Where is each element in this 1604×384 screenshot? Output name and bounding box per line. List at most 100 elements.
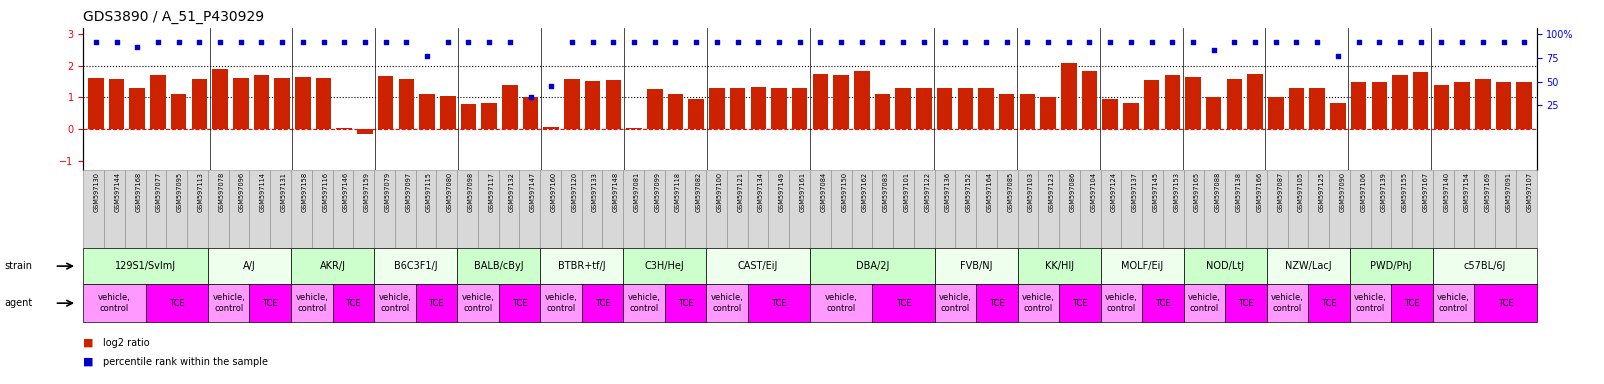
Bar: [1165, 75, 1181, 129]
Text: GSM597131: GSM597131: [281, 172, 287, 212]
Point: [911, 38, 937, 45]
Bar: [874, 94, 890, 129]
Bar: [626, 128, 642, 129]
Bar: [460, 104, 476, 129]
Text: GSM597166: GSM597166: [1256, 172, 1262, 212]
Bar: [1351, 82, 1367, 129]
Text: GSM597153: GSM597153: [1173, 172, 1179, 212]
Point: [1304, 38, 1330, 45]
Text: GSM597132: GSM597132: [508, 172, 515, 212]
Text: vehicle,
control: vehicle, control: [711, 293, 743, 313]
Text: GSM597090: GSM597090: [1339, 172, 1346, 212]
Text: GSM597077: GSM597077: [156, 172, 162, 212]
Point: [600, 38, 626, 45]
Text: TCE: TCE: [168, 299, 184, 308]
Bar: [772, 88, 786, 129]
Bar: [398, 79, 414, 129]
Bar: [212, 69, 228, 129]
Bar: [1206, 97, 1222, 129]
Point: [725, 38, 751, 45]
Point: [683, 38, 709, 45]
Point: [1450, 38, 1476, 45]
Text: GSM597138: GSM597138: [1235, 172, 1241, 212]
Point: [621, 38, 646, 45]
Text: TCE: TCE: [1238, 299, 1254, 308]
Text: GSM597124: GSM597124: [1112, 172, 1116, 212]
Text: TCE: TCE: [1498, 299, 1513, 308]
Bar: [730, 88, 746, 129]
Text: GSM597146: GSM597146: [343, 172, 350, 212]
Text: NZW/LacJ: NZW/LacJ: [1285, 261, 1331, 271]
Text: vehicle,
control: vehicle, control: [627, 293, 661, 313]
Text: GSM597123: GSM597123: [1049, 172, 1055, 212]
Point: [1346, 38, 1371, 45]
Text: vehicle,
control: vehicle, control: [98, 293, 132, 313]
Bar: [688, 99, 704, 129]
Text: GSM597095: GSM597095: [176, 172, 183, 212]
Point: [249, 38, 274, 45]
Point: [332, 38, 358, 45]
Point: [1262, 38, 1288, 45]
Bar: [895, 88, 911, 129]
Text: vehicle,
control: vehicle, control: [1354, 293, 1387, 313]
Bar: [1497, 82, 1511, 129]
Text: GSM597169: GSM597169: [1485, 172, 1490, 212]
Text: vehicle,
control: vehicle, control: [295, 293, 329, 313]
Bar: [191, 79, 207, 129]
Text: GSM597121: GSM597121: [738, 172, 743, 212]
Text: TCE: TCE: [512, 299, 528, 308]
Bar: [937, 88, 953, 129]
Bar: [585, 81, 600, 129]
Bar: [1081, 71, 1097, 129]
Point: [518, 94, 544, 100]
Text: GSM597103: GSM597103: [1028, 172, 1035, 212]
Text: c57BL/6J: c57BL/6J: [1463, 261, 1506, 271]
Text: GSM597097: GSM597097: [406, 172, 411, 212]
Text: GSM597118: GSM597118: [675, 172, 682, 212]
Bar: [274, 78, 290, 129]
Text: vehicle,
control: vehicle, control: [1189, 293, 1221, 313]
Point: [414, 53, 439, 60]
Point: [560, 38, 585, 45]
Bar: [523, 97, 539, 129]
Point: [1429, 38, 1455, 45]
Point: [994, 38, 1020, 45]
Text: TCE: TCE: [595, 299, 610, 308]
Text: vehicle,
control: vehicle, control: [379, 293, 411, 313]
Text: GSM597152: GSM597152: [966, 172, 972, 212]
Bar: [813, 74, 828, 129]
Bar: [792, 88, 807, 129]
Bar: [316, 78, 332, 129]
Text: GSM597082: GSM597082: [696, 172, 703, 212]
Bar: [130, 88, 144, 129]
Text: GSM597158: GSM597158: [302, 172, 308, 212]
Point: [1160, 38, 1185, 45]
Text: GSM597083: GSM597083: [882, 172, 889, 212]
Text: GSM597087: GSM597087: [1277, 172, 1283, 212]
Point: [269, 38, 295, 45]
Text: GSM597140: GSM597140: [1444, 172, 1448, 212]
Text: GSM597130: GSM597130: [93, 172, 99, 212]
Text: agent: agent: [5, 298, 34, 308]
Bar: [88, 78, 104, 129]
Point: [165, 38, 191, 45]
Text: GSM597079: GSM597079: [385, 172, 390, 212]
Text: TCE: TCE: [1071, 299, 1088, 308]
Bar: [109, 79, 124, 129]
Bar: [481, 103, 497, 129]
Bar: [151, 75, 165, 129]
Text: GSM597101: GSM597101: [903, 172, 909, 212]
Text: vehicle,
control: vehicle, control: [462, 293, 494, 313]
Bar: [379, 76, 393, 129]
Text: CAST/EiJ: CAST/EiJ: [738, 261, 778, 271]
Point: [1076, 38, 1102, 45]
Point: [207, 38, 233, 45]
Text: GSM597168: GSM597168: [135, 172, 141, 212]
Point: [1015, 38, 1041, 45]
Point: [953, 38, 978, 45]
Point: [1469, 38, 1495, 45]
Point: [372, 38, 398, 45]
Bar: [606, 80, 621, 129]
Bar: [709, 88, 725, 129]
Text: GSM597154: GSM597154: [1464, 172, 1469, 212]
